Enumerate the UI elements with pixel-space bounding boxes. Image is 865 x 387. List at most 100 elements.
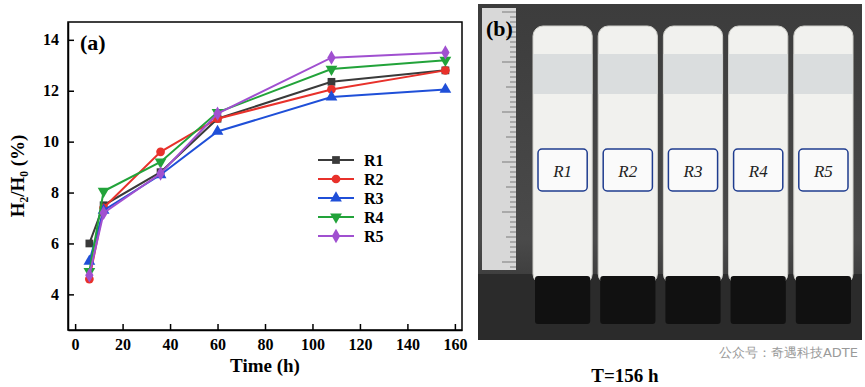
plot-area: [83, 45, 451, 283]
tick-label: 10: [43, 133, 59, 150]
bottle-band: [729, 54, 788, 94]
data-point: [99, 206, 107, 220]
ruler-tick: [510, 242, 516, 243]
tick: 10: [43, 133, 74, 150]
bottle: [663, 26, 722, 284]
ruler-tick: [510, 117, 516, 118]
ruler-tick: [510, 47, 516, 48]
ruler-tick: [506, 237, 516, 238]
sample-label: R5: [813, 162, 833, 181]
tick: 40: [163, 324, 179, 353]
label-box: [734, 149, 783, 191]
tick-mark: [265, 324, 267, 330]
tick-mark: [68, 141, 74, 143]
tick: 60: [210, 324, 226, 353]
data-point: [441, 45, 449, 59]
bottle-band: [598, 54, 657, 94]
tick: 4: [51, 286, 74, 303]
tick-mark: [68, 40, 74, 42]
tick-label: 8: [51, 184, 59, 201]
tick-label: 20: [115, 336, 131, 353]
ruler-tick: [510, 217, 516, 218]
series-line: [89, 70, 445, 279]
data-point: [442, 66, 450, 74]
ruler-tick: [506, 137, 516, 138]
legend-marker: [330, 191, 342, 201]
tick-label: 120: [348, 336, 372, 353]
sample-label: R4: [748, 162, 768, 181]
tick-label: 4: [51, 286, 59, 303]
ruler-tick: [510, 222, 516, 223]
sample-label: R3: [683, 162, 703, 181]
legend-label: R3: [364, 190, 384, 207]
ruler-tick: [510, 157, 516, 158]
tick-label: 12: [43, 82, 59, 99]
ruler-tick: [510, 147, 516, 148]
ruler-tick: [510, 102, 516, 103]
data-point: [212, 125, 224, 135]
tick: 6: [51, 235, 74, 252]
ruler-tick: [502, 262, 516, 263]
ruler-tick: [510, 247, 516, 248]
ruler-tick: [510, 132, 516, 133]
y-axis-title: H₂/H₀ (%): [7, 135, 29, 218]
ruler-tick: [510, 232, 516, 233]
tick-label: 6: [51, 235, 59, 252]
tick: 14: [43, 31, 74, 48]
ruler-tick: [502, 162, 516, 163]
ruler-tick: [510, 167, 516, 168]
tick: 160: [443, 324, 467, 353]
plot-frame: [68, 22, 462, 330]
ruler-tick: [510, 267, 516, 268]
series-line: [89, 70, 445, 243]
ruler-tick: [506, 187, 516, 188]
ruler-tick: [510, 82, 516, 83]
ruler-tick: [510, 152, 516, 153]
x-axis-title: Time (h): [230, 355, 300, 377]
sample-label: R2: [617, 162, 637, 181]
legend-marker: [330, 214, 342, 224]
ruler-tick: [502, 62, 516, 63]
ruler-tick: [506, 87, 516, 88]
legend-label: R2: [364, 171, 384, 188]
data-point: [85, 268, 93, 282]
legend: R1R2R3R4R5: [318, 152, 384, 245]
data-point: [327, 50, 335, 64]
tick: 20: [115, 324, 131, 353]
data-point: [441, 66, 450, 75]
tick-mark: [122, 324, 124, 330]
legend-label: R5: [364, 228, 384, 245]
bottle: [794, 26, 853, 284]
data-point: [326, 66, 338, 76]
ruler-tick: [510, 182, 516, 183]
ruler-tick: [510, 57, 516, 58]
tick: 100: [301, 324, 325, 353]
tick: 120: [348, 324, 372, 353]
ruler-tick: [510, 92, 516, 93]
tick-label: 60: [210, 336, 226, 353]
ruler-tick: [510, 257, 516, 258]
tick-mark: [455, 324, 457, 330]
bottle-band: [794, 54, 853, 94]
ruler-tick: [510, 72, 516, 73]
data-point: [85, 240, 93, 248]
tick-mark: [217, 324, 219, 330]
ruler-tick: [510, 142, 516, 143]
tick: 0: [72, 324, 80, 353]
tick-mark: [407, 324, 409, 330]
bottle-cap: [665, 276, 720, 324]
data-point: [439, 83, 451, 93]
data-point: [98, 188, 110, 198]
ruler-tick: [510, 67, 516, 68]
data-point: [328, 78, 336, 86]
ruler-tick: [510, 127, 516, 128]
legend-label: R1: [364, 152, 384, 169]
y-axis: 4 6 8 10 12 14: [43, 23, 74, 331]
tick-mark: [360, 324, 362, 330]
bottle-cap: [535, 276, 590, 324]
ruler-tick: [510, 107, 516, 108]
ruler-tick: [510, 207, 516, 208]
watermark: 公众号：奇遇科技ADTE: [719, 345, 858, 360]
tick-mark: [68, 192, 74, 194]
bottle-cap: [796, 276, 851, 324]
